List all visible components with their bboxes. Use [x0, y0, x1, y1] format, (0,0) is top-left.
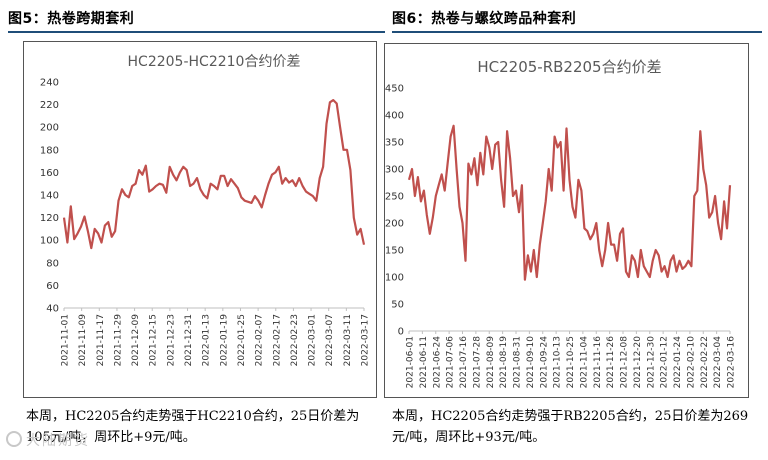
c6-x-tick-label: 2021-08-31 [513, 336, 523, 388]
c6-x-tick-label: 2021-08-19 [499, 336, 509, 389]
c5-y-tick-label: 180 [40, 145, 59, 156]
c5-x-tick-label: 2021-12-23 [166, 314, 176, 366]
c6-x-tick-label: 2021-07-06 [446, 336, 456, 389]
figure-6-rule [392, 31, 762, 33]
c5-chart-title: HC2205-HC2210合约价差 [128, 54, 301, 70]
c6-y-tick-label: 50 [391, 300, 404, 311]
c5-y-tick-label: 40 [46, 304, 59, 315]
c6-x-tick-label: 2022-01-24 [673, 336, 683, 389]
c6-y-tick-label: 400 [385, 111, 404, 122]
c6-x-tick-label: 2021-06-01 [406, 336, 416, 388]
figure-5-rule [8, 31, 385, 33]
c6-x-tick-label: 2021-07-28 [472, 336, 482, 389]
c5-y-tick-label: 140 [40, 191, 59, 202]
c5-x-tick-label: 2021-11-29 [113, 314, 123, 367]
c5-y-tick-label: 220 [40, 100, 59, 111]
c6-x-tick-label: 2022-02-22 [700, 336, 710, 388]
c5-x-tick-label: 2022-02-23 [290, 314, 300, 366]
c6-x-tick-label: 2021-12-30 [646, 336, 656, 389]
chart-hc2205-hc2210-svg: HC2205-HC2210合约价差 40 60 80 100 120 140 160 180 20… [40, 54, 371, 367]
c6-y-tick-label: 350 [385, 138, 404, 149]
chart-hc2205-rb2205-svg: HC2205-RB2205合约价差 0 50 100 150 200 250 300 350 40… [385, 58, 737, 389]
c6-x-tick-label: 2021-11-16 [593, 336, 603, 389]
c6-chart-title: HC2205-RB2205合约价差 [477, 58, 661, 76]
chart-hc2205-hc2210: HC2205-HC2210合约价差 40 60 80 100 120 140 160 180 20… [23, 41, 377, 398]
chart-hc2205-rb2205: HC2205-RB2205合约价差 0 50 100 150 200 250 300 350 40… [384, 43, 749, 398]
c5-series-line [62, 98, 366, 250]
c6-x-tick-label: 2022-02-10 [686, 336, 696, 389]
c6-y-tick-label: 300 [385, 165, 404, 176]
c5-x-tick-label: 2022-03-17 [361, 314, 371, 366]
c6-x-tick-label: 2021-11-04 [579, 336, 589, 389]
watermark: 大陆期货 [6, 430, 90, 450]
c6-x-tick-label: 2021-11-26 [606, 336, 616, 389]
c5-x-tick-label: 2022-03-11 [343, 314, 353, 366]
c6-x-tick-label: 2021-12-20 [633, 336, 643, 389]
c5-x-tick-label: 2021-11-17 [96, 314, 106, 366]
c6-x-tick-label: 2022-03-16 [727, 336, 737, 389]
c6-y-tick-label: 150 [385, 246, 404, 257]
c6-series-line [407, 124, 732, 281]
c5-x-tick-label: 2022-01-25 [237, 314, 247, 366]
c6-y-tick-label: 0 [398, 327, 404, 338]
watermark-logo-icon [6, 431, 22, 447]
c5-x-tick-label: 2021-11-09 [78, 314, 88, 367]
c6-x-tick-label: 2021-08-09 [486, 336, 496, 389]
c5-y-tick-label: 80 [46, 258, 59, 269]
c5-x-tick-label: 2022-01-19 [219, 314, 229, 367]
c5-x-tick-label: 2022-03-07 [325, 314, 335, 366]
c5-y-tick-label: 120 [40, 213, 59, 224]
c6-x-tick-label: 2021-10-13 [553, 336, 563, 388]
c6-x-tick-label: 2021-09-24 [539, 336, 549, 389]
figure-6-title: 图6：热卷与螺纹跨品种套利 [392, 11, 577, 27]
figure-5-title: 图5：热卷跨期套利 [8, 11, 135, 27]
watermark-text: 大陆期货 [26, 433, 90, 449]
c6-x-tick-label: 2021-09-10 [526, 336, 536, 389]
c5-y-tick-label: 200 [40, 123, 59, 134]
c5-x-tick-label: 2022-01-13 [202, 314, 212, 366]
c6-y-tick-label: 100 [385, 273, 404, 284]
c5-x-tick-label: 2021-12-09 [131, 314, 141, 367]
c5-x-tick-label: 2021-12-31 [184, 314, 194, 366]
c5-x-tick-label: 2021-12-15 [149, 314, 159, 366]
c6-y-tick-label: 200 [385, 219, 404, 230]
c5-y-tick-label: 60 [46, 281, 59, 292]
figure-6-caption: 本周，HC2205合约走势强于RB2205合约，25日价差为269元/吨，周环比… [392, 409, 749, 445]
c5-x-tick-label: 2022-02-07 [255, 314, 265, 366]
c6-x-tick-label: 2021-06-24 [432, 336, 442, 389]
c6-y-tick-label: 250 [385, 192, 404, 203]
c6-x-tick-label: 2021-06-11 [419, 336, 429, 388]
c5-x-tick-label: 2022-03-01 [308, 314, 318, 366]
c5-y-tick-label: 100 [40, 236, 59, 247]
figure-5-caption: 本周，HC2205合约走势强于HC2210合约，25日价差为105元/吨，周环比… [26, 409, 360, 445]
c6-x-tick-label: 2022-01-12 [660, 336, 670, 388]
c5-x-tick-label: 2022-02-17 [272, 314, 282, 366]
c5-y-tick-label: 240 [40, 78, 59, 89]
c5-y-tick-label: 160 [40, 168, 59, 179]
c6-x-tick-label: 2022-03-04 [713, 336, 723, 389]
c6-x-tick-label: 2021-12-08 [620, 336, 630, 389]
c5-x-tick-label: 2021-11-01 [61, 314, 71, 366]
c6-y-tick-label: 450 [385, 84, 404, 95]
c6-x-tick-label: 2021-10-25 [566, 336, 576, 388]
c6-x-tick-label: 2021-07-16 [459, 336, 469, 389]
